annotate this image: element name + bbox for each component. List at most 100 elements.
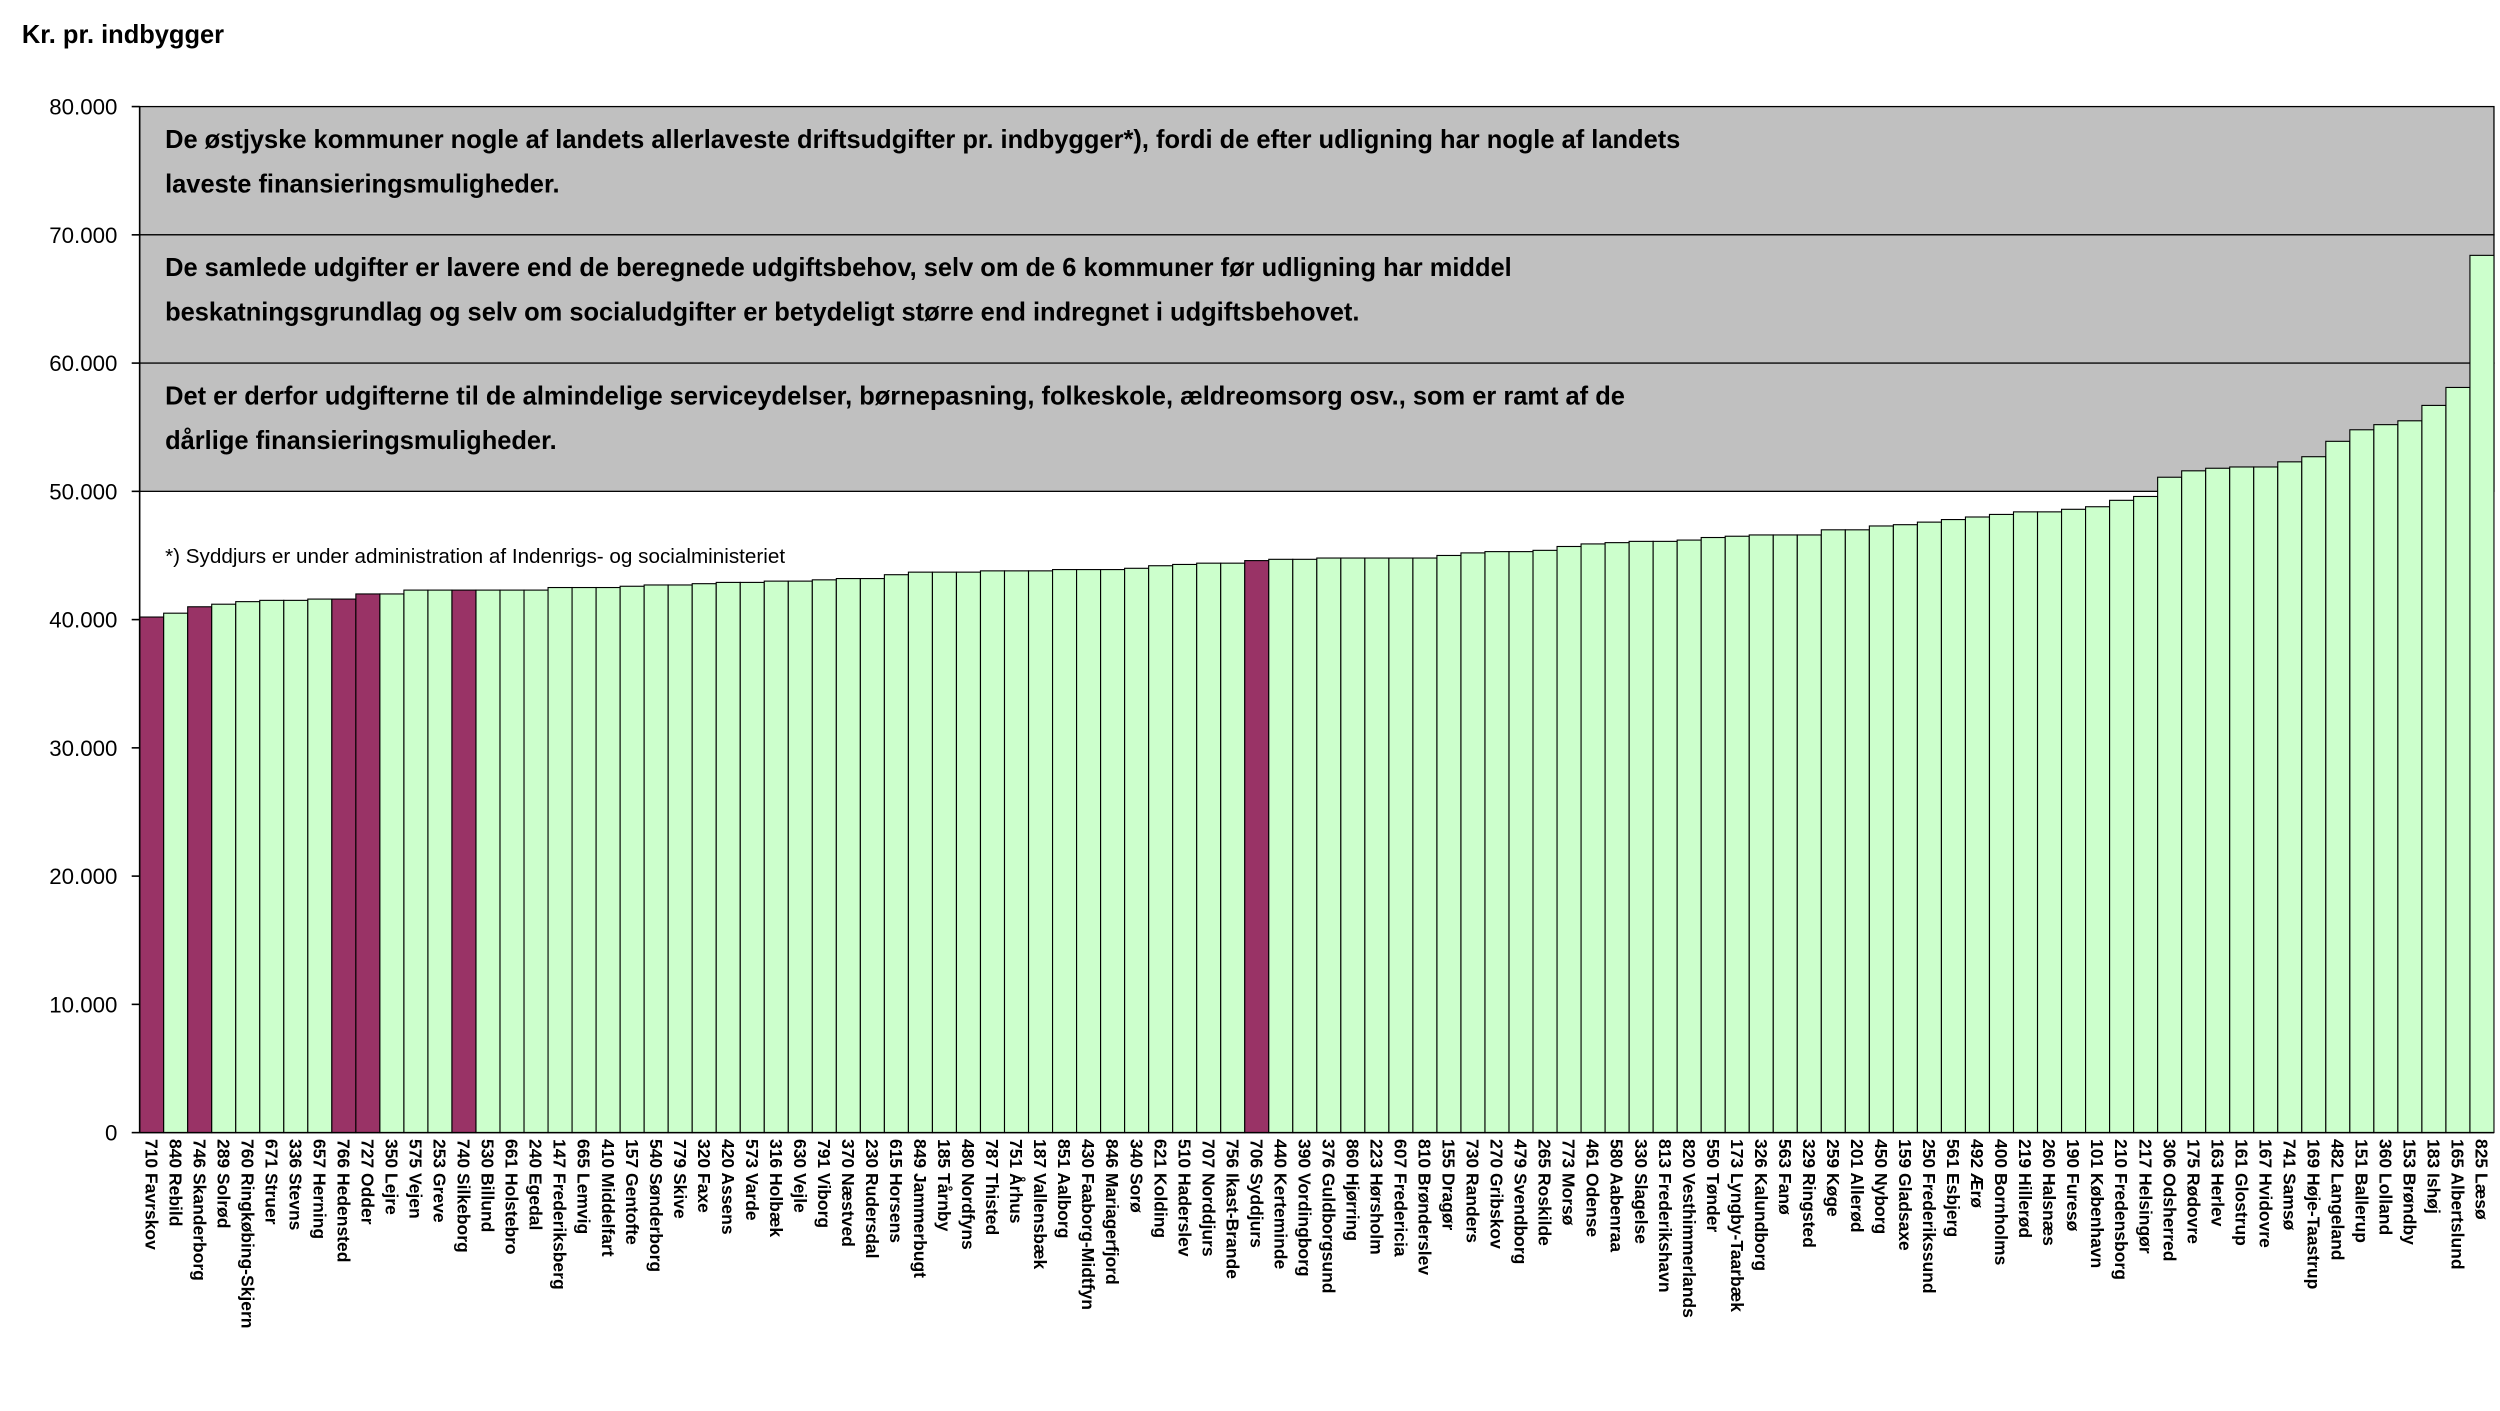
bar <box>1556 545 1582 1134</box>
x-tick-label: 219 Hillerød <box>2015 1139 2035 1238</box>
x-tick-label: 849 Jammerbugt <box>910 1139 930 1278</box>
y-tick-label: 30.000 <box>49 736 117 761</box>
x-tick-label: 621 Kolding <box>1150 1139 1170 1238</box>
annotation-text: dårlige finansieringsmuligheder. <box>165 427 557 455</box>
bar <box>1003 570 1030 1134</box>
x-tick-label: 240 Egedal <box>526 1139 546 1230</box>
bar <box>883 574 909 1134</box>
x-tick-label: 661 Holstebro <box>502 1139 522 1255</box>
x-tick-label: 326 Kalundborg <box>1751 1139 1771 1271</box>
x-tick-label: 461 Odense <box>1583 1139 1603 1237</box>
x-tick-label: 187 Vallensbæk <box>1030 1139 1050 1270</box>
bar <box>523 589 549 1134</box>
x-tick-label: 563 Fanø <box>1775 1139 1795 1215</box>
bar <box>2301 456 2327 1134</box>
y-tick-label: 80.000 <box>49 95 117 120</box>
bar <box>1244 560 1270 1134</box>
x-tick-label: 665 Lemvig <box>574 1139 594 1234</box>
annotation-text: laveste finansieringsmuligheder. <box>165 170 559 198</box>
x-tick-label: 550 Tønder <box>1703 1139 1723 1232</box>
x-tick-label: 727 Odder <box>358 1139 378 1225</box>
bar <box>2277 461 2303 1134</box>
bar <box>1676 539 1702 1134</box>
x-tick-label: 167 Hvidovre <box>2255 1139 2275 1248</box>
bar <box>1820 529 1846 1134</box>
bar <box>1220 562 1246 1134</box>
annotation-text: De østjyske kommuner nogle af landets al… <box>165 126 1680 154</box>
x-tick-label: 773 Morsø <box>1559 1139 1579 1226</box>
bar <box>1172 563 1198 1134</box>
bar <box>1964 516 1991 1134</box>
x-tick-label: 250 Frederikssund <box>1919 1139 1939 1294</box>
bar <box>1148 565 1174 1134</box>
x-tick-label: 190 Furesø <box>2063 1139 2083 1232</box>
bar <box>1604 542 1630 1134</box>
bar <box>283 599 309 1134</box>
x-tick-label: 530 Billund <box>478 1139 498 1232</box>
bar <box>931 571 958 1134</box>
x-tick-label: 580 Aabenraa <box>1607 1139 1627 1252</box>
x-tick-label: 400 Bornholms <box>1991 1139 2011 1265</box>
bar <box>1796 534 1822 1134</box>
x-tick-label: 155 Dragør <box>1439 1139 1459 1231</box>
bar <box>619 585 645 1134</box>
x-tick-label: 810 Brønderslev <box>1415 1139 1435 1275</box>
bar <box>739 581 765 1134</box>
x-tick-label: 230 Rudersdal <box>862 1139 882 1259</box>
x-tick-label: 846 Mariagerfjord <box>1102 1139 1122 1285</box>
x-tick-label: 350 Lejre <box>382 1139 402 1215</box>
x-tick-label: 707 Norddjurs <box>1198 1139 1218 1257</box>
x-tick-label: 159 Gladsaxe <box>1895 1139 1915 1251</box>
bar <box>427 589 453 1134</box>
bar <box>2253 466 2279 1134</box>
x-tick-label: 410 Middelfart <box>598 1139 618 1257</box>
x-tick-label: 791 Viborg <box>814 1139 834 1228</box>
x-tick-label: 840 Rebild <box>165 1139 185 1226</box>
bar <box>2085 506 2111 1134</box>
bar <box>547 586 573 1134</box>
bar <box>2012 511 2039 1134</box>
bar <box>2181 470 2207 1134</box>
bar <box>1412 557 1438 1134</box>
bar <box>1196 562 1222 1134</box>
bar <box>403 589 429 1134</box>
x-tick-label: 259 Køge <box>1823 1139 1843 1217</box>
x-tick-label: 615 Horsens <box>886 1139 906 1243</box>
x-tick-label: 223 Hørsholm <box>1367 1139 1387 1255</box>
bar <box>1532 549 1558 1134</box>
annotation-box <box>139 105 2495 236</box>
bar <box>1892 524 1918 1134</box>
bar <box>475 589 501 1134</box>
bar <box>667 584 693 1134</box>
bar <box>1076 569 1102 1134</box>
bar <box>979 570 1006 1134</box>
bar <box>1051 569 1078 1134</box>
annotation-box <box>139 362 2495 492</box>
x-tick-label: 151 Ballerup <box>2351 1139 2371 1243</box>
x-tick-label: 185 Tårnby <box>934 1139 954 1232</box>
bar <box>2060 508 2087 1134</box>
x-tick-label: 153 Brøndby <box>2400 1139 2420 1245</box>
bar <box>643 584 669 1134</box>
bar <box>1484 551 1510 1134</box>
x-tick-label: 270 Gribskov <box>1487 1139 1507 1249</box>
x-tick-label: 510 Haderslev <box>1174 1139 1194 1257</box>
y-tick-label: 20.000 <box>49 864 117 889</box>
bar <box>2205 467 2231 1134</box>
bar <box>1436 554 1462 1134</box>
x-tick-label: 860 Hjørring <box>1342 1139 1362 1241</box>
bar <box>595 586 621 1134</box>
x-tick-label: 575 Vejen <box>406 1139 426 1219</box>
bar <box>2229 466 2255 1134</box>
x-tick-label: 740 Silkeborg <box>454 1139 474 1253</box>
x-tick-label: 430 Faaborg-Midtfyn <box>1078 1139 1098 1310</box>
bar <box>1388 557 1414 1134</box>
x-tick-label: 390 Vordingborg <box>1294 1139 1314 1277</box>
bar <box>2133 495 2159 1134</box>
x-tick-label: 440 Kerteminde <box>1270 1139 1290 1269</box>
x-tick-label: 340 Sorø <box>1126 1139 1146 1213</box>
x-tick-label: 175 Rødovre <box>2183 1139 2203 1244</box>
bar <box>499 589 525 1134</box>
